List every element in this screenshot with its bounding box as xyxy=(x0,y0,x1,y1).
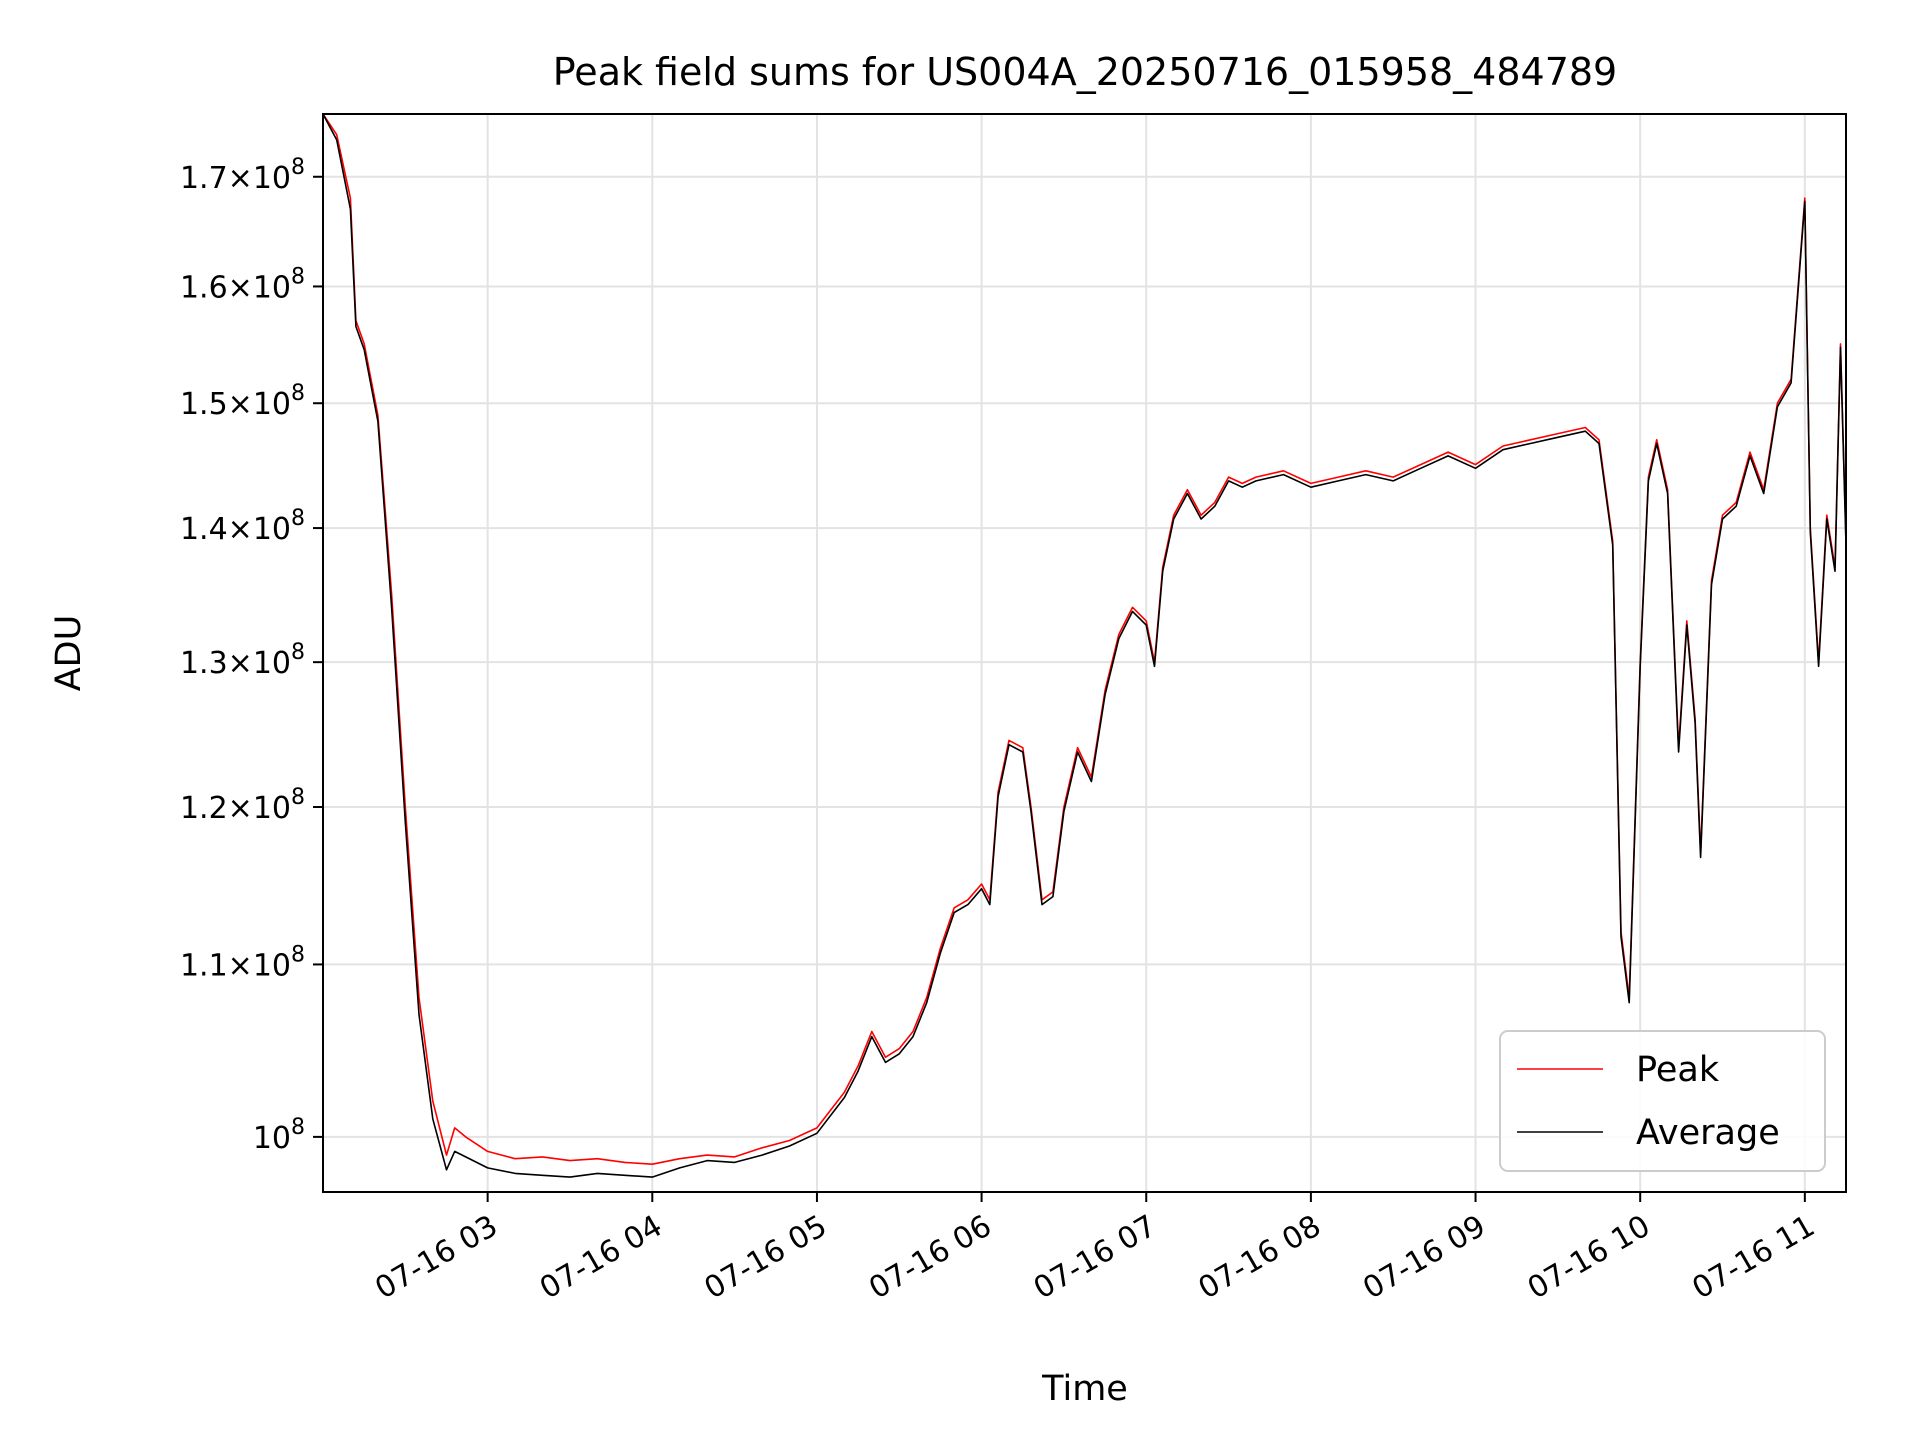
legend: Peak Average xyxy=(1499,1030,1826,1172)
y-tick-exponent-1: 8 xyxy=(291,942,305,967)
y-tick-label-5: 1.5×108 xyxy=(180,381,305,422)
y-tick-exponent-4: 8 xyxy=(291,506,305,531)
y-tick-label-1: 1.1×108 xyxy=(180,942,305,983)
legend-box xyxy=(1499,1030,1826,1172)
y-tick-base-2: 10 xyxy=(253,791,291,826)
y-tick-base-5: 10 xyxy=(253,387,291,422)
y-tick-base-7: 10 xyxy=(253,161,291,196)
y-tick-mantissa-1: 1.1× xyxy=(180,948,253,983)
y-tick-base-3: 10 xyxy=(253,646,291,681)
y-tick-mantissa-6: 1.6× xyxy=(180,270,253,305)
x-axis-label: Time xyxy=(1041,1369,1128,1409)
y-tick-exponent-5: 8 xyxy=(291,381,305,406)
y-tick-mantissa-4: 1.4× xyxy=(180,512,253,547)
y-tick-base-1: 10 xyxy=(253,948,291,983)
y-axis-ticks: 1081.1×1081.2×1081.3×1081.4×1081.5×1081.… xyxy=(180,155,323,1156)
y-tick-mantissa-7: 1.7× xyxy=(180,161,253,196)
y-tick-label-3: 1.3×108 xyxy=(180,640,305,681)
y-tick-mantissa-2: 1.2× xyxy=(180,791,253,826)
y-tick-mantissa-5: 1.5× xyxy=(180,387,253,422)
series-line-average xyxy=(322,113,1847,1178)
y-tick-exponent-0: 8 xyxy=(291,1115,305,1140)
y-axis-label: ADU xyxy=(49,615,89,692)
legend-label-average: Average xyxy=(1636,1113,1780,1153)
y-tick-exponent-3: 8 xyxy=(291,640,305,665)
chart-title: Peak field sums for US004A_20250716_0159… xyxy=(553,50,1617,94)
y-tick-mantissa-3: 1.3× xyxy=(180,646,253,681)
series-layer xyxy=(322,113,1847,1178)
y-tick-base-0: 10 xyxy=(253,1121,291,1156)
legend-label-peak: Peak xyxy=(1636,1050,1720,1090)
y-tick-base-4: 10 xyxy=(253,512,291,547)
y-tick-label-0: 108 xyxy=(253,1115,305,1156)
y-tick-exponent-7: 8 xyxy=(291,155,305,180)
y-tick-label-7: 1.7×108 xyxy=(180,155,305,196)
y-tick-base-6: 10 xyxy=(253,270,291,305)
y-tick-label-4: 1.4×108 xyxy=(180,506,305,547)
plot-frame xyxy=(322,113,1847,1193)
y-tick-label-6: 1.6×108 xyxy=(180,264,305,305)
y-tick-exponent-2: 8 xyxy=(291,785,305,810)
y-tick-exponent-6: 8 xyxy=(291,264,305,289)
y-tick-label-2: 1.2×108 xyxy=(180,785,305,826)
